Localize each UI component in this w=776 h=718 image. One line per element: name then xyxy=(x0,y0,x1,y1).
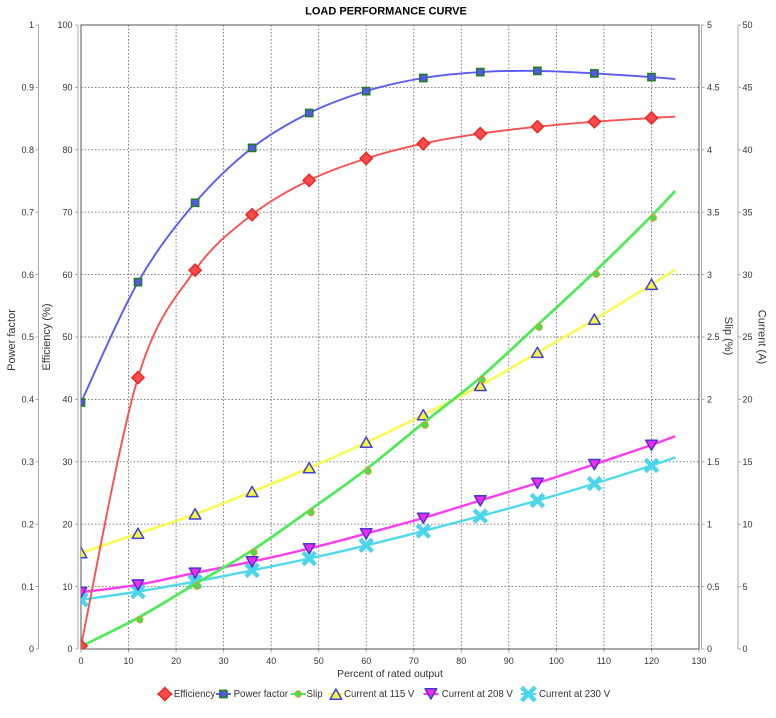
svg-text:0: 0 xyxy=(743,644,748,654)
svg-text:45: 45 xyxy=(743,83,753,93)
svg-text:3: 3 xyxy=(707,270,712,280)
svg-text:30: 30 xyxy=(219,656,229,666)
svg-text:70: 70 xyxy=(409,656,419,666)
svg-text:5: 5 xyxy=(707,20,712,30)
svg-text:3.5: 3.5 xyxy=(707,207,720,217)
svg-text:0: 0 xyxy=(29,644,34,654)
svg-text:40: 40 xyxy=(62,395,72,405)
svg-text:0.4: 0.4 xyxy=(21,395,34,405)
svg-text:60: 60 xyxy=(361,656,371,666)
svg-text:0.8: 0.8 xyxy=(21,145,34,155)
svg-text:4.5: 4.5 xyxy=(707,83,720,93)
svg-text:Slip (%): Slip (%) xyxy=(722,317,734,356)
svg-text:1.5: 1.5 xyxy=(707,457,720,467)
svg-text:LOAD PERFORMANCE CURVE: LOAD PERFORMANCE CURVE xyxy=(305,6,467,18)
svg-text:110: 110 xyxy=(597,656,611,666)
svg-text:90: 90 xyxy=(504,656,514,666)
svg-text:2: 2 xyxy=(707,395,712,405)
svg-text:0.9: 0.9 xyxy=(21,83,34,93)
svg-text:0.7: 0.7 xyxy=(21,207,34,217)
svg-text:100: 100 xyxy=(57,20,72,30)
svg-text:120: 120 xyxy=(644,656,659,666)
svg-text:80: 80 xyxy=(456,656,466,666)
svg-text:4: 4 xyxy=(707,145,712,155)
svg-text:130: 130 xyxy=(691,656,706,666)
svg-text:5: 5 xyxy=(743,582,748,592)
svg-text:20: 20 xyxy=(62,519,72,529)
svg-text:0.5: 0.5 xyxy=(707,582,720,592)
svg-text:30: 30 xyxy=(62,457,72,467)
svg-text:0.1: 0.1 xyxy=(21,582,34,592)
svg-text:0: 0 xyxy=(707,644,712,654)
svg-text:Efficiency: Efficiency xyxy=(174,689,215,700)
svg-text:Slip: Slip xyxy=(307,689,323,700)
svg-text:80: 80 xyxy=(62,145,72,155)
svg-text:60: 60 xyxy=(62,270,72,280)
svg-text:2.5: 2.5 xyxy=(707,332,720,342)
svg-text:0: 0 xyxy=(78,656,83,666)
svg-text:70: 70 xyxy=(62,207,72,217)
svg-text:Efficiency (%): Efficiency (%) xyxy=(41,303,53,370)
svg-text:20: 20 xyxy=(171,656,181,666)
svg-text:50: 50 xyxy=(743,20,753,30)
svg-text:Power factor: Power factor xyxy=(6,309,18,371)
svg-text:0.2: 0.2 xyxy=(21,519,34,529)
svg-text:Current at 230 V: Current at 230 V xyxy=(539,689,611,700)
svg-text:0.3: 0.3 xyxy=(21,457,34,467)
svg-text:Current at 208 V: Current at 208 V xyxy=(442,689,514,700)
svg-text:0: 0 xyxy=(67,644,72,654)
svg-text:0.6: 0.6 xyxy=(21,270,34,280)
svg-text:10: 10 xyxy=(123,656,133,666)
svg-text:20: 20 xyxy=(743,395,753,405)
svg-text:10: 10 xyxy=(62,582,72,592)
svg-text:15: 15 xyxy=(743,457,753,467)
svg-text:10: 10 xyxy=(743,519,753,529)
svg-text:1: 1 xyxy=(707,519,712,529)
svg-text:35: 35 xyxy=(743,207,753,217)
svg-text:1: 1 xyxy=(29,20,34,30)
svg-text:90: 90 xyxy=(62,83,72,93)
svg-text:40: 40 xyxy=(266,656,276,666)
svg-text:30: 30 xyxy=(743,270,753,280)
svg-text:50: 50 xyxy=(62,332,72,342)
svg-text:50: 50 xyxy=(314,656,324,666)
svg-text:40: 40 xyxy=(743,145,753,155)
svg-text:Percent of rated output: Percent of rated output xyxy=(337,669,443,680)
svg-text:0.5: 0.5 xyxy=(21,332,34,342)
svg-text:100: 100 xyxy=(549,656,564,666)
svg-text:Current (A): Current (A) xyxy=(756,310,768,364)
svg-text:Power factor: Power factor xyxy=(234,689,289,700)
svg-text:25: 25 xyxy=(743,332,753,342)
svg-text:Current at 115 V: Current at 115 V xyxy=(344,689,415,700)
